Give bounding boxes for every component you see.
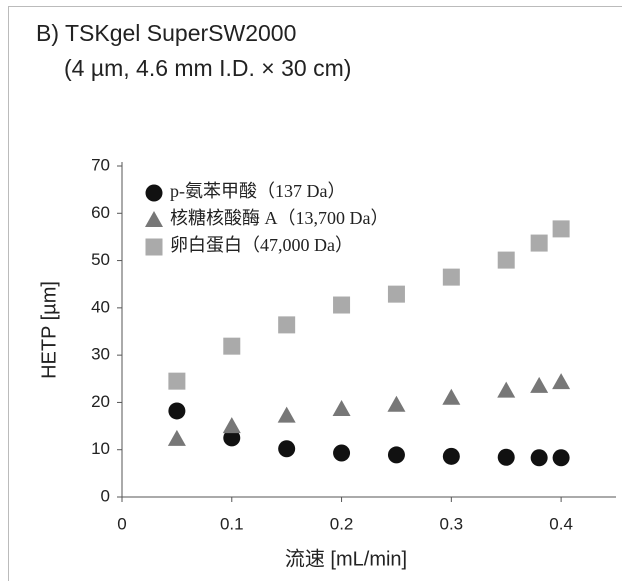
data-point [442, 268, 460, 286]
legend-label: 核糖核酸酶 A（13,700 Da） [170, 208, 389, 228]
data-point [530, 234, 548, 252]
data-point [222, 417, 241, 434]
x-axis-label: 流速 [mL/min] [285, 547, 407, 570]
data-point [332, 400, 351, 417]
y-tick-label: 30 [91, 345, 110, 364]
y-tick-label: 20 [91, 392, 110, 411]
x-tick-label: 0.3 [440, 514, 464, 533]
x-tick-label: 0.4 [549, 514, 573, 533]
data-point [497, 448, 515, 466]
data-point [442, 447, 460, 465]
data-point [387, 446, 405, 464]
chart-subtitle: (4 µm, 4.6 mm I.D. × 30 cm) [64, 55, 351, 81]
data-point [497, 381, 516, 398]
data-point [167, 429, 186, 446]
data-point [552, 373, 571, 390]
y-tick-label: 70 [91, 155, 110, 174]
x-tick-label: 0.2 [330, 514, 354, 533]
legend-label: 卵白蛋白（47,000 Da） [170, 235, 353, 255]
chart-title: B) TSKgel SuperSW2000 [36, 20, 296, 46]
data-point [552, 449, 570, 467]
data-point [168, 402, 186, 420]
x-tick-label: 0.1 [220, 514, 244, 533]
data-point [277, 406, 296, 423]
legend-marker [145, 238, 163, 256]
y-tick-label: 60 [91, 203, 110, 222]
data-point [387, 395, 406, 412]
data-point [278, 440, 296, 458]
data-point [333, 444, 351, 462]
y-tick-label: 40 [91, 297, 110, 316]
y-tick-label: 0 [101, 486, 110, 505]
data-point [530, 376, 549, 393]
data-point [168, 372, 186, 390]
x-tick-label: 0 [117, 514, 126, 533]
legend-label: p-氨苯甲酸（137 Da） [170, 181, 345, 201]
y-axis-label: HETP [µm] [38, 281, 60, 379]
frame [8, 6, 622, 581]
legend-marker [145, 211, 163, 227]
data-point [530, 449, 548, 467]
data-point [552, 220, 570, 238]
data-point [497, 251, 515, 269]
y-tick-label: 10 [91, 439, 110, 458]
data-point [387, 285, 405, 303]
data-point [333, 296, 351, 314]
data-point [223, 337, 241, 355]
data-point [442, 388, 461, 405]
data-point [223, 429, 241, 447]
legend-marker [145, 184, 163, 202]
data-point [278, 316, 296, 334]
y-tick-label: 50 [91, 250, 110, 269]
